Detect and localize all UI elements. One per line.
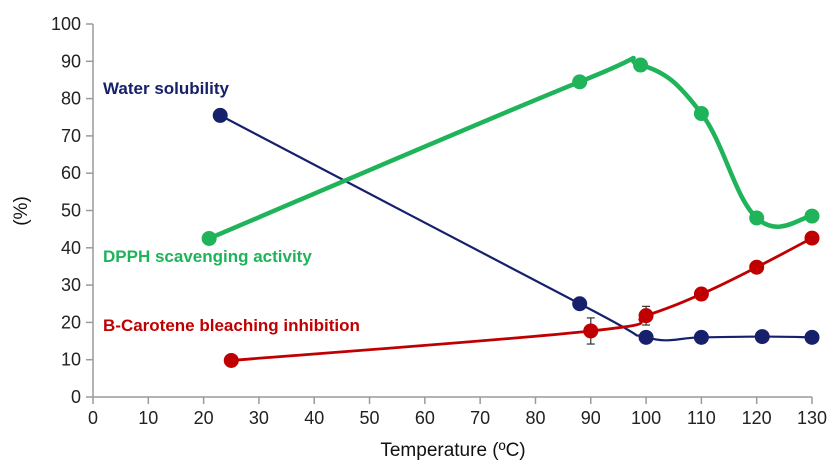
x-axis-ticks: 0 10 20 30 40 50 60 70 80 90 100 110 120 130 [88,397,827,428]
x-tick-label: 100 [631,408,661,428]
data-point [201,230,217,246]
series-label-b-carotene-bleaching-inhibition: B-Carotene bleaching inhibition [103,316,360,335]
data-point [804,230,820,246]
x-tick-label: 90 [581,408,601,428]
series-layer [201,55,820,368]
data-point [693,286,709,302]
x-tick-label: 50 [360,408,380,428]
data-point [572,74,588,90]
data-point [804,208,820,224]
x-tick-label: 30 [249,408,269,428]
x-tick-label: 40 [304,408,324,428]
y-axis-ticks: 0 10 20 30 40 50 60 70 80 90 100 [51,14,93,407]
data-point [804,329,820,345]
y-tick-label: 60 [61,163,81,183]
x-tick-label: 130 [797,408,827,428]
y-tick-label: 100 [51,14,81,34]
x-tick-label: 20 [194,408,214,428]
y-tick-label: 10 [61,350,81,370]
y-tick-label: 40 [61,238,81,258]
series-b-carotene-bleaching-inhibition [223,230,820,368]
data-point [223,352,239,368]
series-label-water-solubility: Water solubility [103,79,229,98]
y-tick-label: 30 [61,275,81,295]
data-point [572,296,588,312]
data-point [749,210,765,226]
x-axis-title: Temperature (ºC) [380,440,525,461]
x-tick-label: 110 [687,408,716,428]
y-tick-label: 0 [71,387,81,407]
y-tick-label: 20 [61,312,81,332]
axes: 0 10 20 30 40 50 60 70 80 90 100 0 10 20 30 40 50 60 70 80… [51,14,827,428]
data-point [754,329,770,345]
data-point [583,323,599,339]
y-axis-title: (%) [11,196,32,226]
y-tick-label: 70 [61,126,81,146]
x-tick-label: 120 [742,408,772,428]
data-point [693,106,709,122]
data-point [638,329,654,345]
data-point [749,259,765,275]
y-tick-label: 90 [61,51,81,71]
series-line [231,236,813,362]
series-labels: Water solubility DPPH scavenging activit… [103,79,360,335]
y-tick-label: 80 [61,89,81,109]
data-point [633,57,649,73]
y-tick-label: 50 [61,201,81,221]
series-water-solubility [212,107,820,345]
x-tick-label: 60 [415,408,435,428]
series-label-dpph-scavenging-activity: DPPH scavenging activity [103,247,312,266]
x-tick-label: 70 [470,408,490,428]
x-tick-label: 0 [88,408,98,428]
x-tick-label: 80 [525,408,545,428]
data-point [212,107,228,123]
data-point [638,308,654,324]
data-point [693,329,709,345]
series-dpph-scavenging-activity [201,55,820,246]
series-line [208,55,813,241]
x-tick-label: 10 [138,408,158,428]
